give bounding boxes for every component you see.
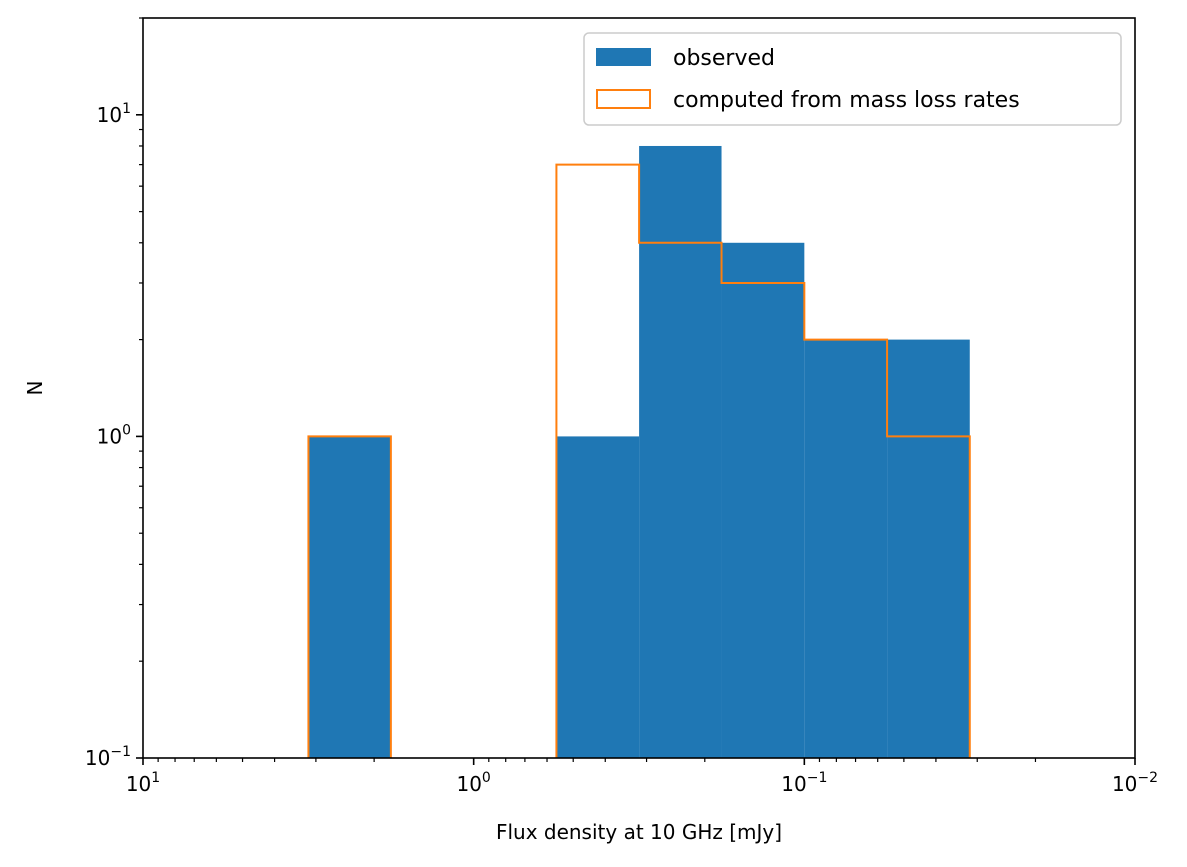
computed-step-outline [307,163,971,758]
observed-bars [308,145,970,758]
y-axis-label: N [23,381,47,396]
legend: observed computed from mass loss rates [583,32,1122,126]
legend-box [583,32,1122,126]
y-tick-label: 100 [97,422,131,448]
legend-swatch-observed [596,48,651,66]
y-axis-ticks: 10−1 100 101 [85,17,143,770]
x-tick-label: 10−1 [781,770,827,796]
legend-label-observed: observed [673,46,775,71]
legend-label-computed: computed from mass loss rates [673,88,1020,113]
bar-observed [308,436,391,758]
y-tick-label: 101 [97,101,131,127]
y-tick-label: 10−1 [85,744,131,770]
x-tick-label: 101 [126,770,160,796]
bar-observed [887,339,970,758]
x-axis-label: Flux density at 10 GHz [mJy] [496,820,782,844]
bar-observed [639,145,722,758]
x-tick-label: 10−2 [1112,770,1158,796]
plot-frame [142,17,1136,759]
bar-observed [721,242,805,758]
bar-observed [556,436,640,758]
x-tick-label: 100 [456,770,490,796]
legend-swatch-computed [596,89,651,109]
x-axis-ticks: 101 100 10−1 10−2 [126,758,1158,796]
bar-observed [804,339,888,758]
